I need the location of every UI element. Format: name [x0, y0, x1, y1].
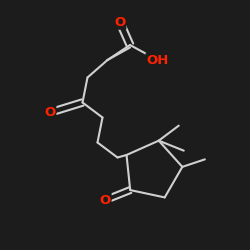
Text: O: O	[100, 194, 111, 206]
Text: OH: OH	[146, 54, 169, 66]
Text: O: O	[44, 106, 56, 119]
Text: O: O	[114, 16, 126, 29]
